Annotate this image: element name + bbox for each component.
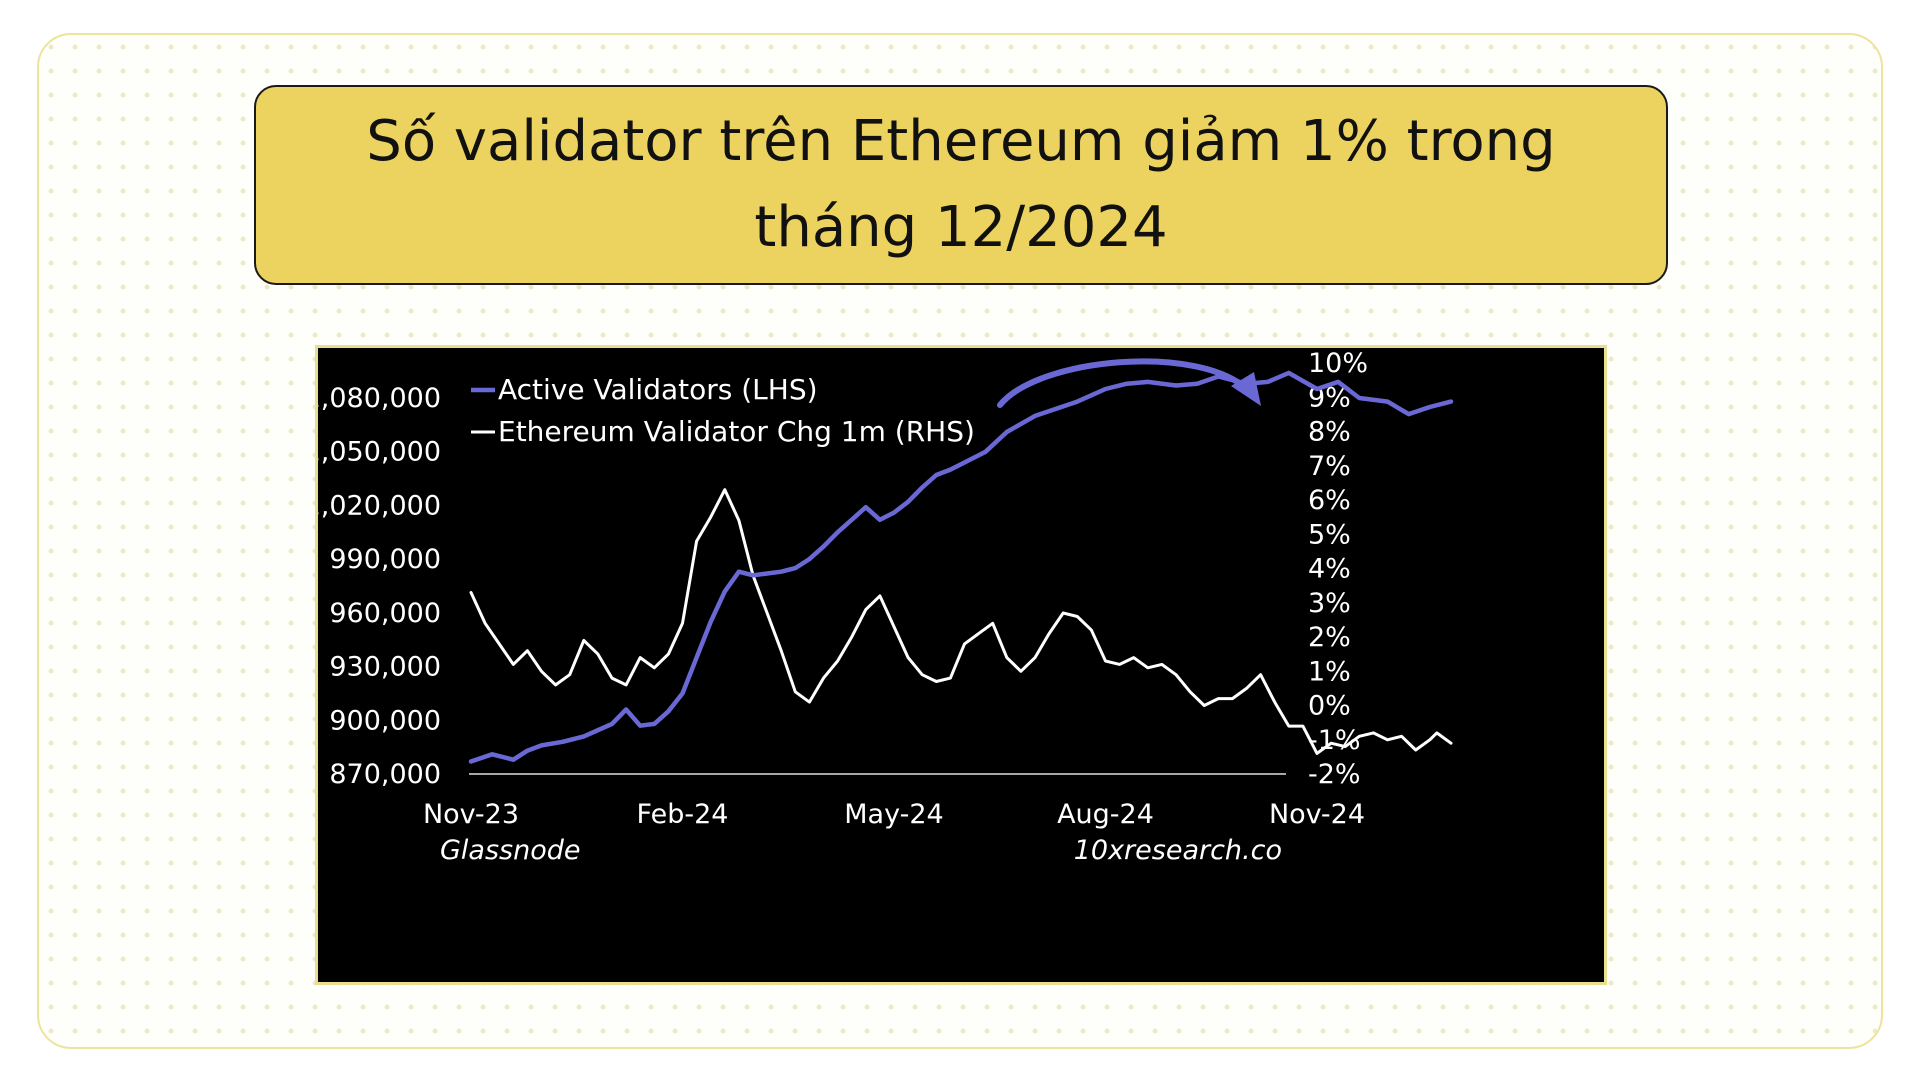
left-axis-tick-label: 930,000 [329,652,441,683]
chart-frame: 870,000 900,000 930,000 960,000 990,000 1,020… [315,345,1607,985]
legend-label-validator-change: Ethereum Validator Chg 1m (RHS) [498,415,975,448]
left-axis-tick-label: 1,080,000 [318,383,441,414]
right-axis-tick-label: 6% [1308,485,1351,516]
right-axis-tick-label: 4% [1308,554,1351,585]
left-axis-tick-label: 1,050,000 [318,437,441,468]
right-axis-tick-label: 7% [1308,451,1351,482]
title-banner: Số validator trên Ethereum giảm 1% trong… [254,85,1668,285]
right-axis-tick-label: 1% [1308,656,1351,687]
left-axis-tick-label: 990,000 [329,544,441,575]
x-axis-tick-label: Feb-24 [637,799,729,830]
legend-label-active-validators: Active Validators (LHS) [498,373,818,406]
page-title: Số validator trên Ethereum giảm 1% trong… [366,109,1556,260]
left-axis-tick-label: 870,000 [329,759,441,790]
x-axis-tick-label: Aug-24 [1057,799,1154,830]
left-axis-tick-label: 1,020,000 [318,490,441,521]
right-axis-tick-label: 10% [1308,348,1368,379]
curved-arrow-annotation [997,358,1251,408]
x-axis-tick-label: Nov-24 [1269,799,1365,830]
right-axis-tick-label: 8% [1308,417,1351,448]
source-label-10xresearch: 10xresearch.co [1074,835,1282,866]
validator-chart: 870,000 900,000 930,000 960,000 990,000 1,020… [318,348,1454,866]
x-axis-tick-label: May-24 [844,799,943,830]
arrow-head [1231,372,1261,406]
source-label-glassnode: Glassnode [440,835,580,866]
right-axis-tick-label: 3% [1308,588,1351,619]
right-axis-tick-label: 0% [1308,691,1351,722]
left-axis-tick-label: 900,000 [329,705,441,736]
validator-change-line [469,488,1453,755]
x-axis-tick-label: Nov-23 [423,799,519,830]
left-axis-tick-label: 960,000 [329,598,441,629]
right-axis-tick-label: 2% [1308,622,1351,653]
right-axis-tick-label: -2% [1308,759,1361,790]
right-axis-tick-label: 5% [1308,519,1351,550]
